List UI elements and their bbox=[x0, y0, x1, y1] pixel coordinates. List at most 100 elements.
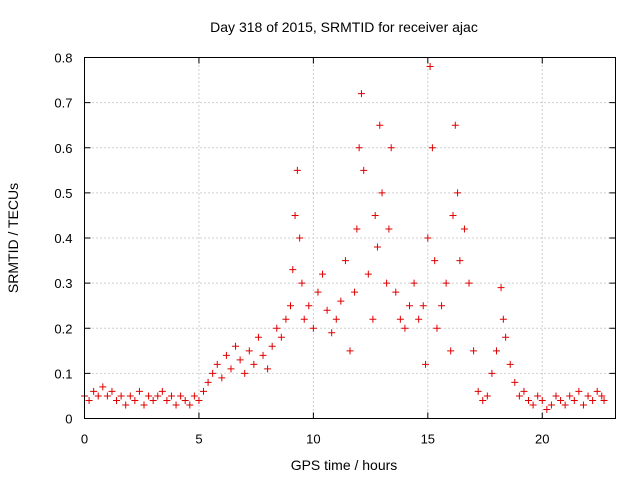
data-point bbox=[401, 324, 409, 332]
chart-title: Day 318 of 2015, SRMTID for receiver aja… bbox=[210, 19, 478, 35]
axis-ticks bbox=[84, 57, 616, 419]
x-tick-label: 5 bbox=[195, 432, 202, 447]
data-point bbox=[145, 392, 153, 400]
data-point bbox=[282, 315, 290, 323]
data-point bbox=[451, 121, 459, 129]
data-point bbox=[431, 257, 439, 265]
data-point bbox=[529, 401, 537, 409]
x-axis-label: GPS time / hours bbox=[291, 457, 398, 473]
data-point bbox=[103, 392, 111, 400]
data-point bbox=[515, 392, 523, 400]
data-point bbox=[511, 378, 519, 386]
data-point bbox=[222, 351, 230, 359]
data-point bbox=[428, 144, 436, 152]
y-tick-label: 0.3 bbox=[54, 276, 72, 291]
data-point bbox=[447, 347, 455, 355]
data-point bbox=[140, 401, 148, 409]
data-point bbox=[108, 387, 116, 395]
data-point bbox=[204, 378, 212, 386]
y-tick-label: 0.5 bbox=[54, 186, 72, 201]
data-point bbox=[525, 396, 533, 404]
data-point bbox=[547, 401, 555, 409]
data-point bbox=[442, 279, 450, 287]
data-point bbox=[392, 288, 400, 296]
x-tick-label: 10 bbox=[306, 432, 320, 447]
data-point bbox=[415, 315, 423, 323]
data-point bbox=[328, 329, 336, 337]
data-point bbox=[209, 369, 217, 377]
y-tick-label: 0.1 bbox=[54, 366, 72, 381]
data-point bbox=[351, 288, 359, 296]
data-point bbox=[341, 257, 349, 265]
data-point bbox=[195, 396, 203, 404]
y-axis-label: SRMTID / TECUs bbox=[5, 183, 21, 293]
data-point bbox=[364, 270, 372, 278]
data-point bbox=[474, 387, 482, 395]
data-point bbox=[422, 360, 430, 368]
data-point bbox=[566, 392, 574, 400]
data-point bbox=[113, 396, 121, 404]
data-point bbox=[460, 225, 468, 233]
data-point bbox=[250, 360, 258, 368]
data-point bbox=[163, 396, 171, 404]
data-point bbox=[497, 284, 505, 292]
data-point bbox=[406, 302, 414, 310]
data-point bbox=[126, 392, 134, 400]
data-point bbox=[387, 144, 395, 152]
data-point bbox=[371, 211, 379, 219]
data-point bbox=[90, 387, 98, 395]
plot-frame bbox=[84, 57, 616, 419]
data-point bbox=[241, 369, 249, 377]
data-point bbox=[419, 302, 427, 310]
data-point bbox=[543, 405, 551, 413]
grid-lines bbox=[84, 57, 616, 419]
y-tick-label: 0.8 bbox=[54, 51, 72, 66]
data-point bbox=[502, 333, 510, 341]
data-point bbox=[584, 392, 592, 400]
data-point bbox=[300, 315, 308, 323]
data-point bbox=[557, 396, 565, 404]
data-point bbox=[552, 392, 560, 400]
data-point bbox=[286, 302, 294, 310]
data-point bbox=[378, 189, 386, 197]
data-point bbox=[232, 342, 240, 350]
data-point bbox=[245, 347, 253, 355]
data-point bbox=[470, 347, 478, 355]
y-tick-label: 0.6 bbox=[54, 141, 72, 156]
data-point bbox=[369, 315, 377, 323]
x-tick-label: 20 bbox=[535, 432, 549, 447]
data-point bbox=[227, 365, 235, 373]
data-point bbox=[373, 243, 381, 251]
data-point bbox=[383, 279, 391, 287]
data-point bbox=[172, 401, 180, 409]
data-point bbox=[309, 324, 317, 332]
data-point bbox=[85, 396, 93, 404]
data-point bbox=[456, 257, 464, 265]
data-point bbox=[158, 387, 166, 395]
data-point bbox=[99, 383, 107, 391]
data-point bbox=[181, 396, 189, 404]
data-point bbox=[410, 279, 418, 287]
data-point bbox=[236, 356, 244, 364]
data-point bbox=[499, 315, 507, 323]
data-point bbox=[506, 360, 514, 368]
data-point bbox=[353, 225, 361, 233]
data-point bbox=[94, 392, 102, 400]
data-point bbox=[122, 401, 130, 409]
data-point bbox=[426, 63, 434, 71]
data-point bbox=[465, 279, 473, 287]
data-points bbox=[81, 63, 608, 413]
data-point bbox=[298, 279, 306, 287]
y-tick-label: 0.7 bbox=[54, 96, 72, 111]
data-point bbox=[589, 396, 597, 404]
data-point bbox=[213, 360, 221, 368]
data-point bbox=[483, 392, 491, 400]
y-tick-label: 0.2 bbox=[54, 321, 72, 336]
data-point bbox=[357, 90, 365, 98]
data-point bbox=[218, 374, 226, 382]
data-point bbox=[305, 302, 313, 310]
data-point bbox=[355, 144, 363, 152]
data-point bbox=[376, 121, 384, 129]
data-point bbox=[314, 288, 322, 296]
